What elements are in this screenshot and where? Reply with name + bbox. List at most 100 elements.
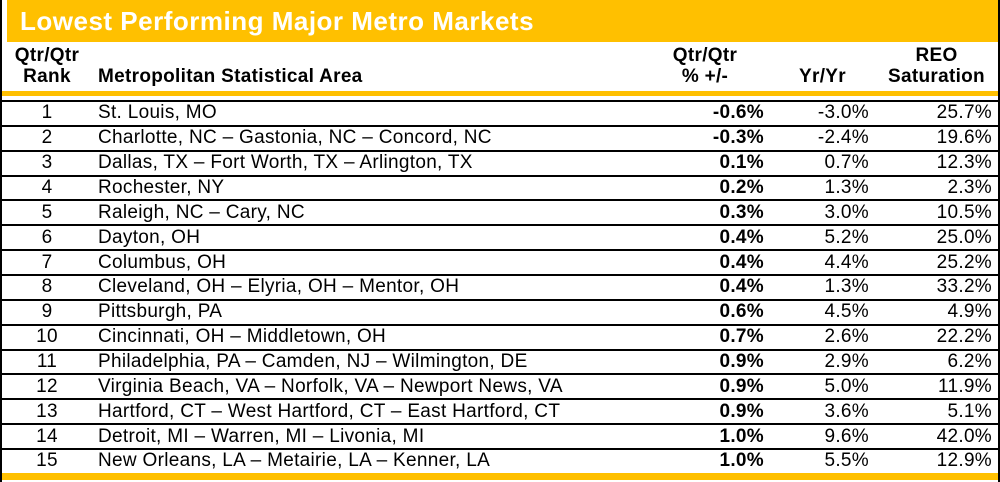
yr-change-cell: -2.4% [817,127,869,149]
reo-saturation-cell: 10.5% [936,201,992,223]
header-divider-gold [2,91,998,96]
rank-cell: 11 [36,351,58,373]
qtr-change-cell: 0.9% [719,375,764,397]
table-header-row: Qtr/Qtr Rank Metropolitan Statistical Ar… [2,42,998,91]
msa-cell: Charlotte, NC – Gastonia, NC – Concord, … [98,127,492,149]
qtr-change-cell: 0.9% [719,400,764,422]
bottom-divider-gold [2,473,998,480]
yr-change-cell: 5.0% [824,375,869,397]
qtr-change-cell: 0.9% [719,351,764,373]
qtr-change-cell: 0.2% [719,177,764,198]
table-row: 10 Cincinnati, OH – Middletown, OH 0.7% … [2,326,998,351]
rank-cell: 9 [41,301,53,323]
msa-cell: Rochester, NY [98,177,225,198]
yr-change-cell: 5.5% [824,450,869,472]
table-row: 5 Raleigh, NC – Cary, NC 0.3% 3.0% 10.5% [2,201,998,227]
header-qtr-change: Qtr/Qtr % +/- [640,45,770,87]
table-row: 3 Dallas, TX – Fort Worth, TX – Arlingto… [2,152,998,177]
rank-cell: 15 [36,450,58,472]
rank-cell: 14 [36,425,58,447]
header-reo-line2: Saturation [888,66,985,87]
table-row: 12 Virginia Beach, VA – Norfolk, VA – Ne… [2,375,998,401]
rank-cell: 10 [36,326,58,348]
qtr-change-cell: 0.1% [719,152,764,174]
table-row: 4 Rochester, NY 0.2% 1.3% 2.3% [2,177,998,202]
yr-change-cell: 2.6% [824,326,869,348]
table-row: 7 Columbus, OH 0.4% 4.4% 25.2% [2,251,998,277]
rank-cell: 5 [41,201,53,223]
qtr-change-cell: 1.0% [719,450,764,472]
yr-change-cell: 1.3% [824,177,869,198]
yr-change-cell: 3.6% [824,400,869,422]
header-gap [2,96,998,100]
header-yr-label: Yr/Yr [799,66,846,87]
reo-saturation-cell: 12.9% [936,450,992,472]
qtr-change-cell: -0.6% [712,102,764,124]
table-row: 14 Detroit, MI – Warren, MI – Livonia, M… [2,425,998,451]
reo-saturation-cell: 25.7% [936,102,992,124]
reo-saturation-cell: 5.1% [947,400,992,422]
yr-change-cell: 5.2% [824,226,869,248]
reo-saturation-cell: 12.3% [936,152,992,174]
header-qtr-line2: % +/- [681,66,729,87]
header-yr-change: Yr/Yr [770,66,875,87]
rank-cell: 8 [41,276,53,298]
reo-saturation-cell: 42.0% [936,425,992,447]
table-row: 8 Cleveland, OH – Elyria, OH – Mentor, O… [2,276,998,301]
header-msa-label: Metropolitan Statistical Area [98,66,363,87]
qtr-change-cell: 0.3% [719,201,764,223]
msa-cell: Philadelphia, PA – Camden, NJ – Wilmingt… [98,351,528,373]
yr-change-cell: 3.0% [824,201,869,223]
yr-change-cell: 1.3% [824,276,869,298]
msa-cell: Pittsburgh, PA [98,301,223,323]
qtr-change-cell: 0.4% [719,276,764,298]
reo-saturation-cell: 2.3% [947,177,992,198]
table-row: 6 Dayton, OH 0.4% 5.2% 25.0% [2,226,998,252]
yr-change-cell: 4.5% [824,301,869,323]
reo-saturation-cell: 4.9% [947,301,992,323]
reo-saturation-cell: 6.2% [947,351,992,373]
qtr-change-cell: 0.4% [719,226,764,248]
msa-cell: Cincinnati, OH – Middletown, OH [98,326,387,348]
reo-saturation-cell: 22.2% [936,326,992,348]
msa-cell: Detroit, MI – Warren, MI – Livonia, MI [98,425,425,447]
msa-cell: New Orleans, LA – Metairie, LA – Kenner,… [98,450,491,472]
msa-cell: Columbus, OH [98,251,227,273]
table-row: 13 Hartford, CT – West Hartford, CT – Ea… [2,400,998,426]
msa-cell: St. Louis, MO [98,102,217,124]
table-body: 1 St. Louis, MO -0.6% -3.0% 25.7% 2 Char… [2,100,998,473]
qtr-change-cell: 1.0% [719,425,764,447]
msa-cell: Cleveland, OH – Elyria, OH – Mentor, OH [98,276,460,298]
msa-cell: Hartford, CT – West Hartford, CT – East … [98,400,561,422]
reo-saturation-cell: 19.6% [936,127,992,149]
rank-cell: 12 [36,375,58,397]
header-qtr-line1: Qtr/Qtr [672,45,738,66]
qtr-change-cell: -0.3% [712,127,764,149]
header-rank-line1: Qtr/Qtr [14,45,80,66]
reo-saturation-cell: 25.2% [936,251,992,273]
msa-cell: Raleigh, NC – Cary, NC [98,201,305,223]
header-rank: Qtr/Qtr Rank [2,45,92,87]
table-row: 1 St. Louis, MO -0.6% -3.0% 25.7% [2,102,998,127]
rank-cell: 13 [36,400,58,422]
header-reo-line1: REO [915,45,958,66]
msa-cell: Dallas, TX – Fort Worth, TX – Arlington,… [98,152,473,174]
rank-cell: 4 [41,177,53,198]
table-title-bar: Lowest Performing Major Metro Markets [7,0,998,42]
qtr-change-cell: 0.7% [719,326,764,348]
msa-cell: Virginia Beach, VA – Norfolk, VA – Newpo… [98,375,563,397]
qtr-change-cell: 0.4% [719,251,764,273]
reo-saturation-cell: 25.0% [936,226,992,248]
yr-change-cell: 9.6% [824,425,869,447]
header-reo-saturation: REO Saturation [875,45,998,87]
reo-saturation-cell: 33.2% [936,276,992,298]
rank-cell: 3 [41,152,53,174]
qtr-change-cell: 0.6% [719,301,764,323]
header-rank-line2: Rank [23,66,71,87]
table-row: 15 New Orleans, LA – Metairie, LA – Kenn… [2,450,998,473]
table-row: 11 Philadelphia, PA – Camden, NJ – Wilmi… [2,351,998,376]
rank-cell: 1 [41,102,53,124]
msa-cell: Dayton, OH [98,226,201,248]
table-title: Lowest Performing Major Metro Markets [20,5,535,36]
